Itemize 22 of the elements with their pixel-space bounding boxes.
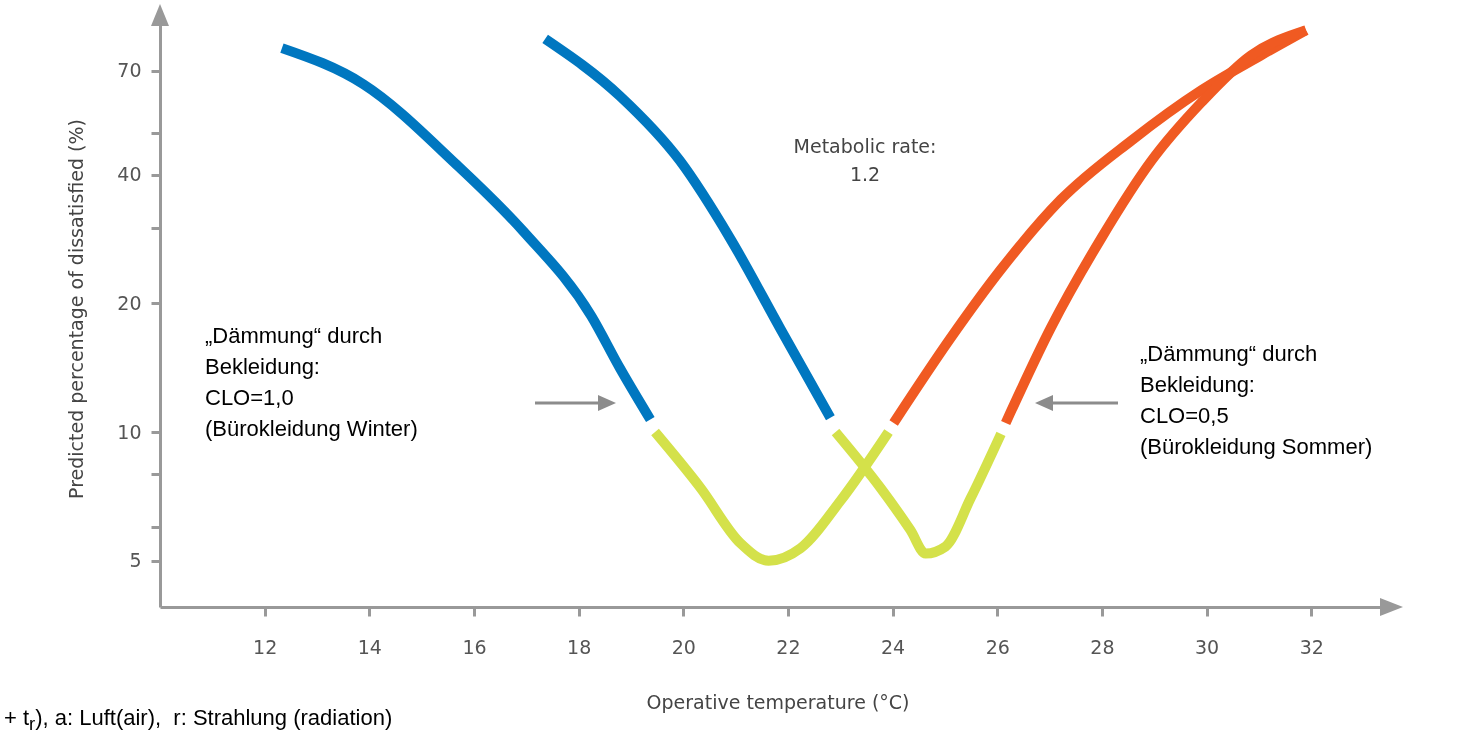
x-tick-label: 30	[1195, 635, 1220, 658]
y-tick-label: 10	[117, 420, 142, 443]
x-tick-label: 12	[253, 635, 278, 658]
x-axis-title: Operative temperature (°C)	[646, 690, 910, 713]
x-tick-label: 14	[357, 635, 382, 658]
annotation: „Dämmung“ durch Bekleidung: CLO=1,0 (Bürokleidung Winter)	[205, 322, 419, 443]
y-tick-label: 40	[117, 163, 142, 186]
y-axis-title: Predicted percentage of dissatisfied (%)	[65, 119, 88, 499]
annotation: Metabolic rate: 1.2	[792, 134, 938, 187]
text: + t$_{r}$), a: Luft(air), r: Strahlung (radiation)	[4, 704, 394, 737]
x-tick-label: 18	[567, 635, 592, 658]
x-tick-label: 24	[881, 635, 906, 658]
y-tick-label: 20	[117, 291, 142, 314]
x-tick-label: 22	[776, 635, 801, 658]
x-tick-label: 28	[1090, 635, 1115, 658]
x-tick-label: 26	[985, 635, 1010, 658]
x-tick-label: 32	[1299, 635, 1324, 658]
y-tick-label: 70	[117, 59, 142, 82]
annotation: „Dämmung“ durch Bekleidung: CLO=0,5 (Bürokleidung Sommer)	[1140, 340, 1374, 461]
x-tick-label: 20	[671, 635, 696, 658]
y-tick-label: 5	[129, 549, 142, 572]
x-tick-label: 16	[462, 635, 487, 658]
